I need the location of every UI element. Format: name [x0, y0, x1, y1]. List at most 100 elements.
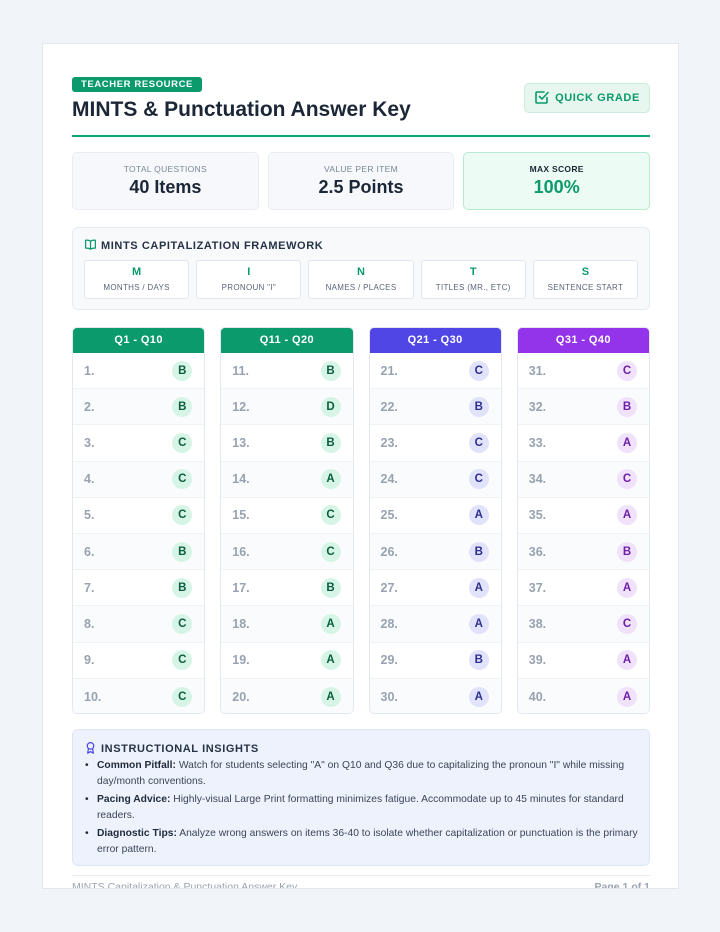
mints-item-i: I PRONOUN "I" [196, 260, 302, 299]
answer-column: Q11 - Q20 11. B 12. D 13. B 14. A 15. C 16. C 17. B 18.… [220, 327, 354, 714]
stat-card-total-questions: TOTAL QUESTIONS 40 Items [72, 152, 259, 210]
stat-card-max-score: MAX SCORE 100% [463, 152, 651, 210]
insight-text: Watch for students selecting "A" on Q10 … [97, 760, 625, 787]
answer-row: 13. B [221, 425, 353, 462]
question-number: 20. [232, 689, 250, 704]
answer-column-header: Q11 - Q20 [221, 328, 353, 353]
stat-card-value-per-item: VALUE PER ITEM 2.5 Points [267, 152, 455, 210]
question-number: 23. [380, 435, 398, 450]
mints-desc: TITLES (MR., ETC) [435, 283, 511, 292]
mints-desc: PRONOUN "I" [221, 283, 276, 292]
answer-row: 24. C [369, 461, 501, 498]
insight-label: Diagnostic Tips: [97, 828, 177, 839]
question-number: 10. [84, 689, 102, 704]
insight-text: Analyze wrong answers on items 36-40 to … [97, 828, 638, 855]
answer-letter-badge: C [617, 613, 637, 634]
answer-column-header: Q1 - Q10 [73, 328, 205, 353]
mints-item-n: N NAMES / PLACES [308, 260, 414, 299]
question-number: 13. [232, 435, 250, 450]
question-number: 3. [84, 435, 95, 450]
answer-row: 33. A [517, 425, 649, 462]
question-number: 39. [528, 653, 547, 668]
answer-letter-badge: A [320, 469, 341, 490]
answer-row: 12. D [221, 389, 353, 426]
answer-row: 40. A [517, 678, 649, 713]
question-number: 17. [232, 580, 250, 595]
answer-row: 3. C [73, 425, 205, 462]
answer-letter-badge: A [468, 613, 489, 634]
answer-row: 23. C [369, 425, 501, 462]
answer-row: 27. A [369, 570, 501, 607]
answer-letter-badge: B [172, 396, 193, 417]
answer-row: 36. B [517, 533, 649, 571]
award-ribbon-icon [84, 741, 97, 757]
insights-heading: INSTRUCTIONAL INSIGHTS [84, 741, 259, 757]
answer-row: 32. B [517, 389, 649, 426]
answer-letter-badge: B [468, 650, 489, 671]
instructional-insights-panel: INSTRUCTIONAL INSIGHTS Common Pitfall: W… [72, 729, 650, 866]
answer-letter-badge: A [320, 613, 341, 634]
question-number: 30. [380, 689, 398, 704]
answer-letter-badge: B [468, 541, 489, 562]
answer-letter-badge: C [468, 432, 489, 453]
page-number: Page 1 of 1 [594, 881, 650, 889]
answer-row: 18. A [221, 606, 353, 643]
mints-letter: S [581, 266, 590, 278]
answer-letter-badge: B [617, 541, 637, 562]
answer-column: Q1 - Q10 1. B 2. B 3. C 4. C 5. C 6. B 7. B 8. C 9. C 10. C [72, 327, 206, 714]
question-number: 18. [232, 616, 250, 631]
answer-letter-badge: D [320, 396, 341, 417]
mints-letter: N [357, 266, 365, 278]
answer-row: 8. C [73, 606, 205, 643]
stats-row: TOTAL QUESTIONS 40 Items VALUE PER ITEM … [72, 152, 651, 210]
answer-letter-badge: A [617, 577, 637, 598]
answer-row: 38. C [517, 606, 649, 643]
insights-list: Common Pitfall: Watch for students selec… [84, 758, 640, 860]
footer-title: MINTS Capitalization & Punctuation Answe… [72, 881, 298, 889]
stat-value: 2.5 Points [318, 177, 404, 197]
answer-row: 20. A [221, 678, 353, 713]
answer-letter-badge: C [172, 505, 193, 526]
question-number: 11. [232, 363, 249, 378]
answer-letter-badge: C [617, 360, 637, 381]
question-number: 14. [232, 472, 250, 487]
answer-letter-badge: B [172, 541, 193, 562]
answer-letter-badge: C [320, 541, 341, 562]
question-number: 5. [84, 508, 95, 523]
answer-row: 34. C [517, 461, 649, 498]
mints-letter: I [247, 266, 251, 278]
answer-letter-badge: C [172, 613, 193, 634]
question-number: 12. [232, 399, 250, 414]
page-footer: MINTS Capitalization & Punctuation Answe… [72, 875, 650, 889]
answer-column: Q21 - Q30 21. C 22. B 23. C 24. C 25. A 26. B 27. A 28.… [368, 327, 502, 714]
question-number: 21. [380, 363, 398, 378]
quick-grade-label: QUICK GRADE [555, 92, 640, 104]
stat-label: VALUE PER ITEM [324, 164, 398, 174]
answer-column-header: Q21 - Q30 [369, 328, 501, 353]
stat-value: 40 Items [129, 177, 202, 197]
checkbox-icon [534, 89, 550, 108]
mints-letter: M [132, 266, 142, 278]
quick-grade-button[interactable]: QUICK GRADE [524, 83, 650, 113]
answer-row: 39. A [517, 643, 649, 679]
answer-letter-badge: C [617, 469, 637, 490]
answer-row: 30. A [369, 678, 501, 713]
answer-letter-badge: B [172, 360, 193, 381]
answer-columns: Q1 - Q10 1. B 2. B 3. C 4. C 5. C 6. B 7. B 8. C 9. C 10. C Q… [72, 327, 650, 714]
title-divider [72, 135, 650, 137]
answer-row: 22. B [369, 389, 501, 426]
question-number: 33. [528, 435, 547, 450]
answer-row: 7. B [73, 570, 205, 607]
question-number: 4. [84, 472, 95, 487]
answer-row: 4. C [73, 461, 205, 498]
mints-framework-heading: MINTS CAPITALIZATION FRAMEWORK [84, 238, 323, 254]
mints-desc: MONTHS / DAYS [103, 283, 170, 292]
answer-letter-badge: B [172, 577, 193, 598]
mints-item-s: S SENTENCE START [532, 260, 639, 299]
question-number: 32. [528, 399, 547, 414]
answer-row: 5. C [73, 498, 205, 534]
question-number: 6. [84, 544, 95, 559]
mints-framework-title: MINTS CAPITALIZATION FRAMEWORK [101, 240, 324, 252]
question-number: 36. [528, 544, 547, 559]
question-number: 1. [84, 363, 95, 378]
